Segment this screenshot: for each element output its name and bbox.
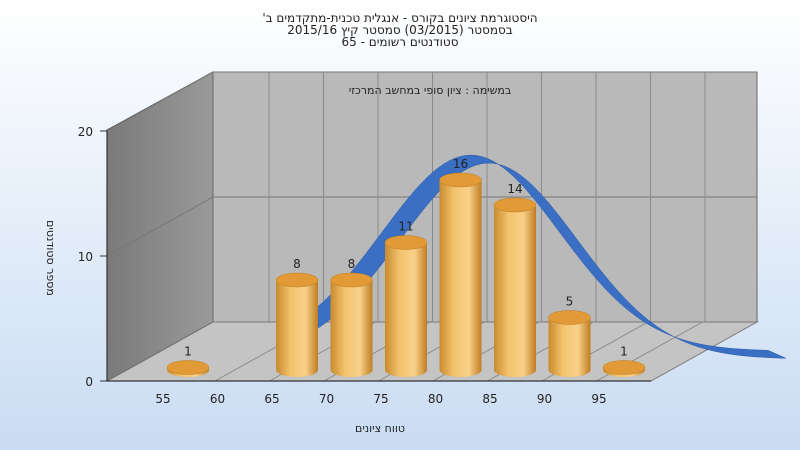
x-tick-label: 65	[264, 392, 279, 406]
bar: 16	[439, 157, 482, 377]
floor-line	[650, 321, 758, 382]
y-tick-label: 10	[78, 250, 93, 264]
bar-top	[493, 197, 537, 213]
x-tick-label: 60	[210, 392, 225, 406]
data-label: 14	[507, 182, 522, 196]
bar-top	[602, 360, 646, 375]
data-label: 8	[348, 257, 356, 271]
bar-top	[330, 272, 373, 288]
bar-top	[166, 360, 210, 375]
data-label: 1	[184, 345, 192, 359]
y-tick-label: 0	[85, 375, 93, 389]
bar-body	[330, 280, 373, 377]
bar: 8	[275, 257, 319, 377]
x-tick-label: 85	[482, 392, 497, 406]
data-label: 1	[620, 345, 628, 359]
x-tick-label: 90	[537, 392, 552, 406]
chart-title-line1: היסטוגרמת ציונים בקורס - אנגלית טכנית-מת…	[262, 11, 538, 25]
bar-top	[384, 235, 428, 250]
x-tick-label: 80	[428, 392, 443, 406]
bar-body	[548, 317, 591, 377]
bar: 8	[330, 257, 373, 377]
bar-body	[385, 242, 427, 377]
data-label: 16	[453, 157, 468, 171]
bar-top	[548, 310, 591, 325]
x-tick-label: 75	[373, 392, 388, 406]
bar: 11	[384, 220, 428, 377]
y-axis-label: מספר סטודנטים	[44, 220, 57, 296]
bar: 14	[493, 182, 537, 377]
x-axis-label: טווח ציונים	[355, 422, 405, 435]
x-tick-label: 55	[155, 392, 170, 406]
bar-body	[439, 180, 482, 377]
data-label: 11	[398, 220, 413, 234]
bar-top	[275, 272, 319, 288]
x-tick-label: 70	[319, 392, 334, 406]
data-label: 8	[293, 257, 301, 271]
bar-top	[439, 172, 482, 188]
x-tick-label: 95	[591, 392, 606, 406]
chart-title-line2: בסמסטר (03/2015) סמסטר קיץ 2015/16	[287, 23, 513, 37]
data-label: 5	[566, 295, 574, 309]
bar: 1	[602, 345, 646, 377]
bars-group: 1 8 8 11 16 14 5 1	[166, 157, 646, 377]
bar-body	[276, 280, 318, 377]
bar-body	[494, 205, 536, 377]
bar: 5	[548, 295, 591, 377]
plot-title: במשימה : ציון סופי במחשב המרכזי	[349, 84, 512, 97]
gridline-y	[106, 196, 757, 257]
chart-title-line3: סטודנטים רשומים - 65	[341, 35, 459, 49]
gridline-y	[106, 71, 757, 132]
bar: 1	[166, 345, 210, 377]
y-tick-label: 20	[78, 125, 93, 139]
